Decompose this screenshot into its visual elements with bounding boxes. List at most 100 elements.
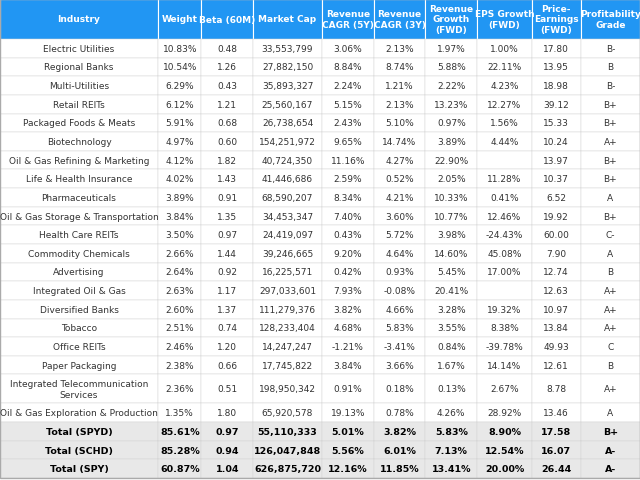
Text: 5.56%: 5.56%: [332, 445, 364, 455]
Text: 11.28%: 11.28%: [487, 175, 522, 184]
Text: 14.74%: 14.74%: [383, 138, 417, 147]
Bar: [580, 133, 640, 152]
Text: 2.43%: 2.43%: [333, 119, 362, 128]
Text: -0.08%: -0.08%: [383, 287, 415, 296]
Text: B+: B+: [604, 212, 617, 221]
Bar: [322, 282, 374, 300]
Text: 0.51: 0.51: [217, 384, 237, 394]
Bar: [322, 189, 374, 207]
Text: B: B: [607, 63, 613, 72]
Bar: [0, 244, 158, 263]
Text: 85.61%: 85.61%: [160, 427, 200, 436]
Bar: [374, 356, 426, 375]
Bar: [158, 40, 202, 59]
Text: 4.66%: 4.66%: [385, 305, 414, 314]
Text: 2.22%: 2.22%: [437, 82, 465, 91]
Text: 15.33: 15.33: [543, 119, 569, 128]
Bar: [477, 404, 532, 422]
Bar: [532, 459, 580, 478]
Bar: [0, 282, 158, 300]
Bar: [253, 226, 322, 244]
Bar: [580, 96, 640, 114]
Bar: [158, 244, 202, 263]
Bar: [426, 59, 477, 77]
Bar: [532, 319, 580, 337]
Bar: [532, 375, 580, 404]
Text: 3.55%: 3.55%: [437, 324, 466, 333]
Text: 12.74: 12.74: [543, 268, 569, 277]
Bar: [253, 300, 322, 319]
Text: 27,882,150: 27,882,150: [262, 63, 313, 72]
Bar: [532, 226, 580, 244]
Text: 626,875,720: 626,875,720: [254, 464, 321, 473]
Bar: [253, 40, 322, 59]
Bar: [426, 263, 477, 282]
Text: 0.74: 0.74: [218, 324, 237, 333]
Text: 17,745,822: 17,745,822: [262, 361, 313, 370]
Bar: [0, 77, 158, 96]
Text: A+: A+: [604, 287, 617, 296]
Text: 60.00: 60.00: [543, 231, 569, 240]
Bar: [0, 59, 158, 77]
Bar: [322, 459, 374, 478]
Bar: [202, 300, 253, 319]
Text: Retail REITs: Retail REITs: [53, 100, 105, 109]
Text: 28.92%: 28.92%: [487, 408, 522, 418]
Bar: [202, 96, 253, 114]
Bar: [202, 207, 253, 226]
Bar: [532, 0, 580, 40]
Bar: [0, 96, 158, 114]
Bar: [253, 459, 322, 478]
Bar: [0, 459, 158, 478]
Text: 2.51%: 2.51%: [166, 324, 194, 333]
Text: B+: B+: [603, 427, 618, 436]
Bar: [580, 0, 640, 40]
Text: 3.28%: 3.28%: [437, 305, 466, 314]
Bar: [158, 422, 202, 441]
Bar: [426, 422, 477, 441]
Bar: [374, 263, 426, 282]
Text: 14.14%: 14.14%: [487, 361, 522, 370]
Bar: [253, 319, 322, 337]
Text: 4.68%: 4.68%: [333, 324, 362, 333]
Bar: [532, 170, 580, 189]
Bar: [253, 263, 322, 282]
Text: 2.13%: 2.13%: [385, 45, 414, 54]
Text: 0.41%: 0.41%: [490, 193, 519, 203]
Bar: [322, 244, 374, 263]
Bar: [426, 152, 477, 170]
Text: 7.40%: 7.40%: [333, 212, 362, 221]
Bar: [253, 441, 322, 459]
Text: Revenue
CAGR (3Y): Revenue CAGR (3Y): [374, 10, 426, 30]
Bar: [374, 59, 426, 77]
Bar: [202, 404, 253, 422]
Bar: [253, 59, 322, 77]
Text: A-: A-: [605, 464, 616, 473]
Text: 3.84%: 3.84%: [166, 212, 194, 221]
Bar: [477, 356, 532, 375]
Bar: [477, 114, 532, 133]
Text: 10.24: 10.24: [543, 138, 569, 147]
Bar: [322, 337, 374, 356]
Bar: [426, 226, 477, 244]
Text: 13.41%: 13.41%: [431, 464, 471, 473]
Bar: [158, 207, 202, 226]
Bar: [374, 133, 426, 152]
Bar: [477, 282, 532, 300]
Text: Total (SCHD): Total (SCHD): [45, 445, 113, 455]
Text: A+: A+: [604, 384, 617, 394]
Text: 3.60%: 3.60%: [385, 212, 414, 221]
Bar: [580, 422, 640, 441]
Text: 2.36%: 2.36%: [166, 384, 194, 394]
Text: 111,279,376: 111,279,376: [259, 305, 316, 314]
Bar: [0, 40, 158, 59]
Text: Packaged Foods & Meats: Packaged Foods & Meats: [23, 119, 135, 128]
Bar: [374, 96, 426, 114]
Bar: [158, 282, 202, 300]
Text: 39,246,665: 39,246,665: [262, 249, 313, 258]
Text: Advertising: Advertising: [53, 268, 105, 277]
Bar: [477, 375, 532, 404]
Bar: [374, 422, 426, 441]
Text: 10.83%: 10.83%: [163, 45, 197, 54]
Text: Oil & Gas Exploration & Production: Oil & Gas Exploration & Production: [0, 408, 158, 418]
